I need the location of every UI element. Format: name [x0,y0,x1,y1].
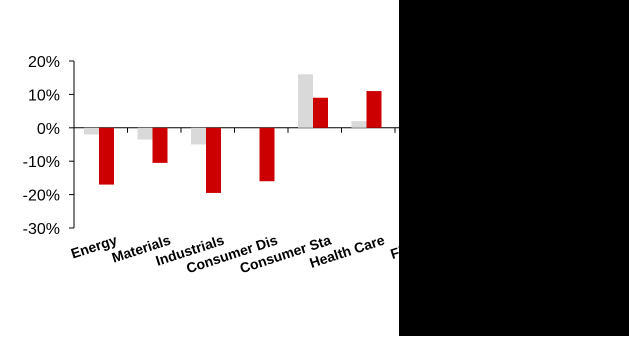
axis-layer: 20% 10% 0% -10% -20% -30% [23,54,449,238]
bar [298,74,313,128]
bar [191,127,206,145]
bar [351,121,367,128]
y-tick-label: -20% [23,188,60,205]
bar [366,91,382,128]
bar [313,97,328,128]
y-tick-label: -10% [23,154,60,171]
bar [152,127,168,163]
y-tick-label: 10% [28,87,60,104]
bar [84,127,99,135]
bar [206,127,221,193]
redaction-overlay [399,0,629,336]
bar [259,127,275,182]
y-tick-label: 20% [28,54,60,71]
y-tick-label: 0% [37,121,60,138]
bars-layer [84,74,382,193]
y-tick-label: -30% [23,221,60,238]
bar [99,127,114,185]
bar [137,127,153,140]
